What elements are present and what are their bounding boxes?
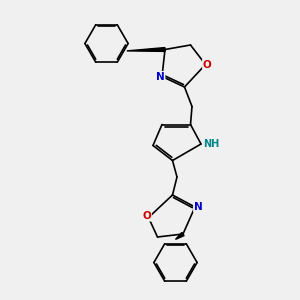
Text: O: O bbox=[142, 211, 152, 221]
Text: N: N bbox=[156, 71, 165, 82]
Text: N: N bbox=[194, 202, 202, 212]
Text: NH: NH bbox=[203, 139, 220, 149]
Polygon shape bbox=[176, 232, 184, 239]
Text: O: O bbox=[202, 59, 211, 70]
Polygon shape bbox=[127, 48, 165, 51]
